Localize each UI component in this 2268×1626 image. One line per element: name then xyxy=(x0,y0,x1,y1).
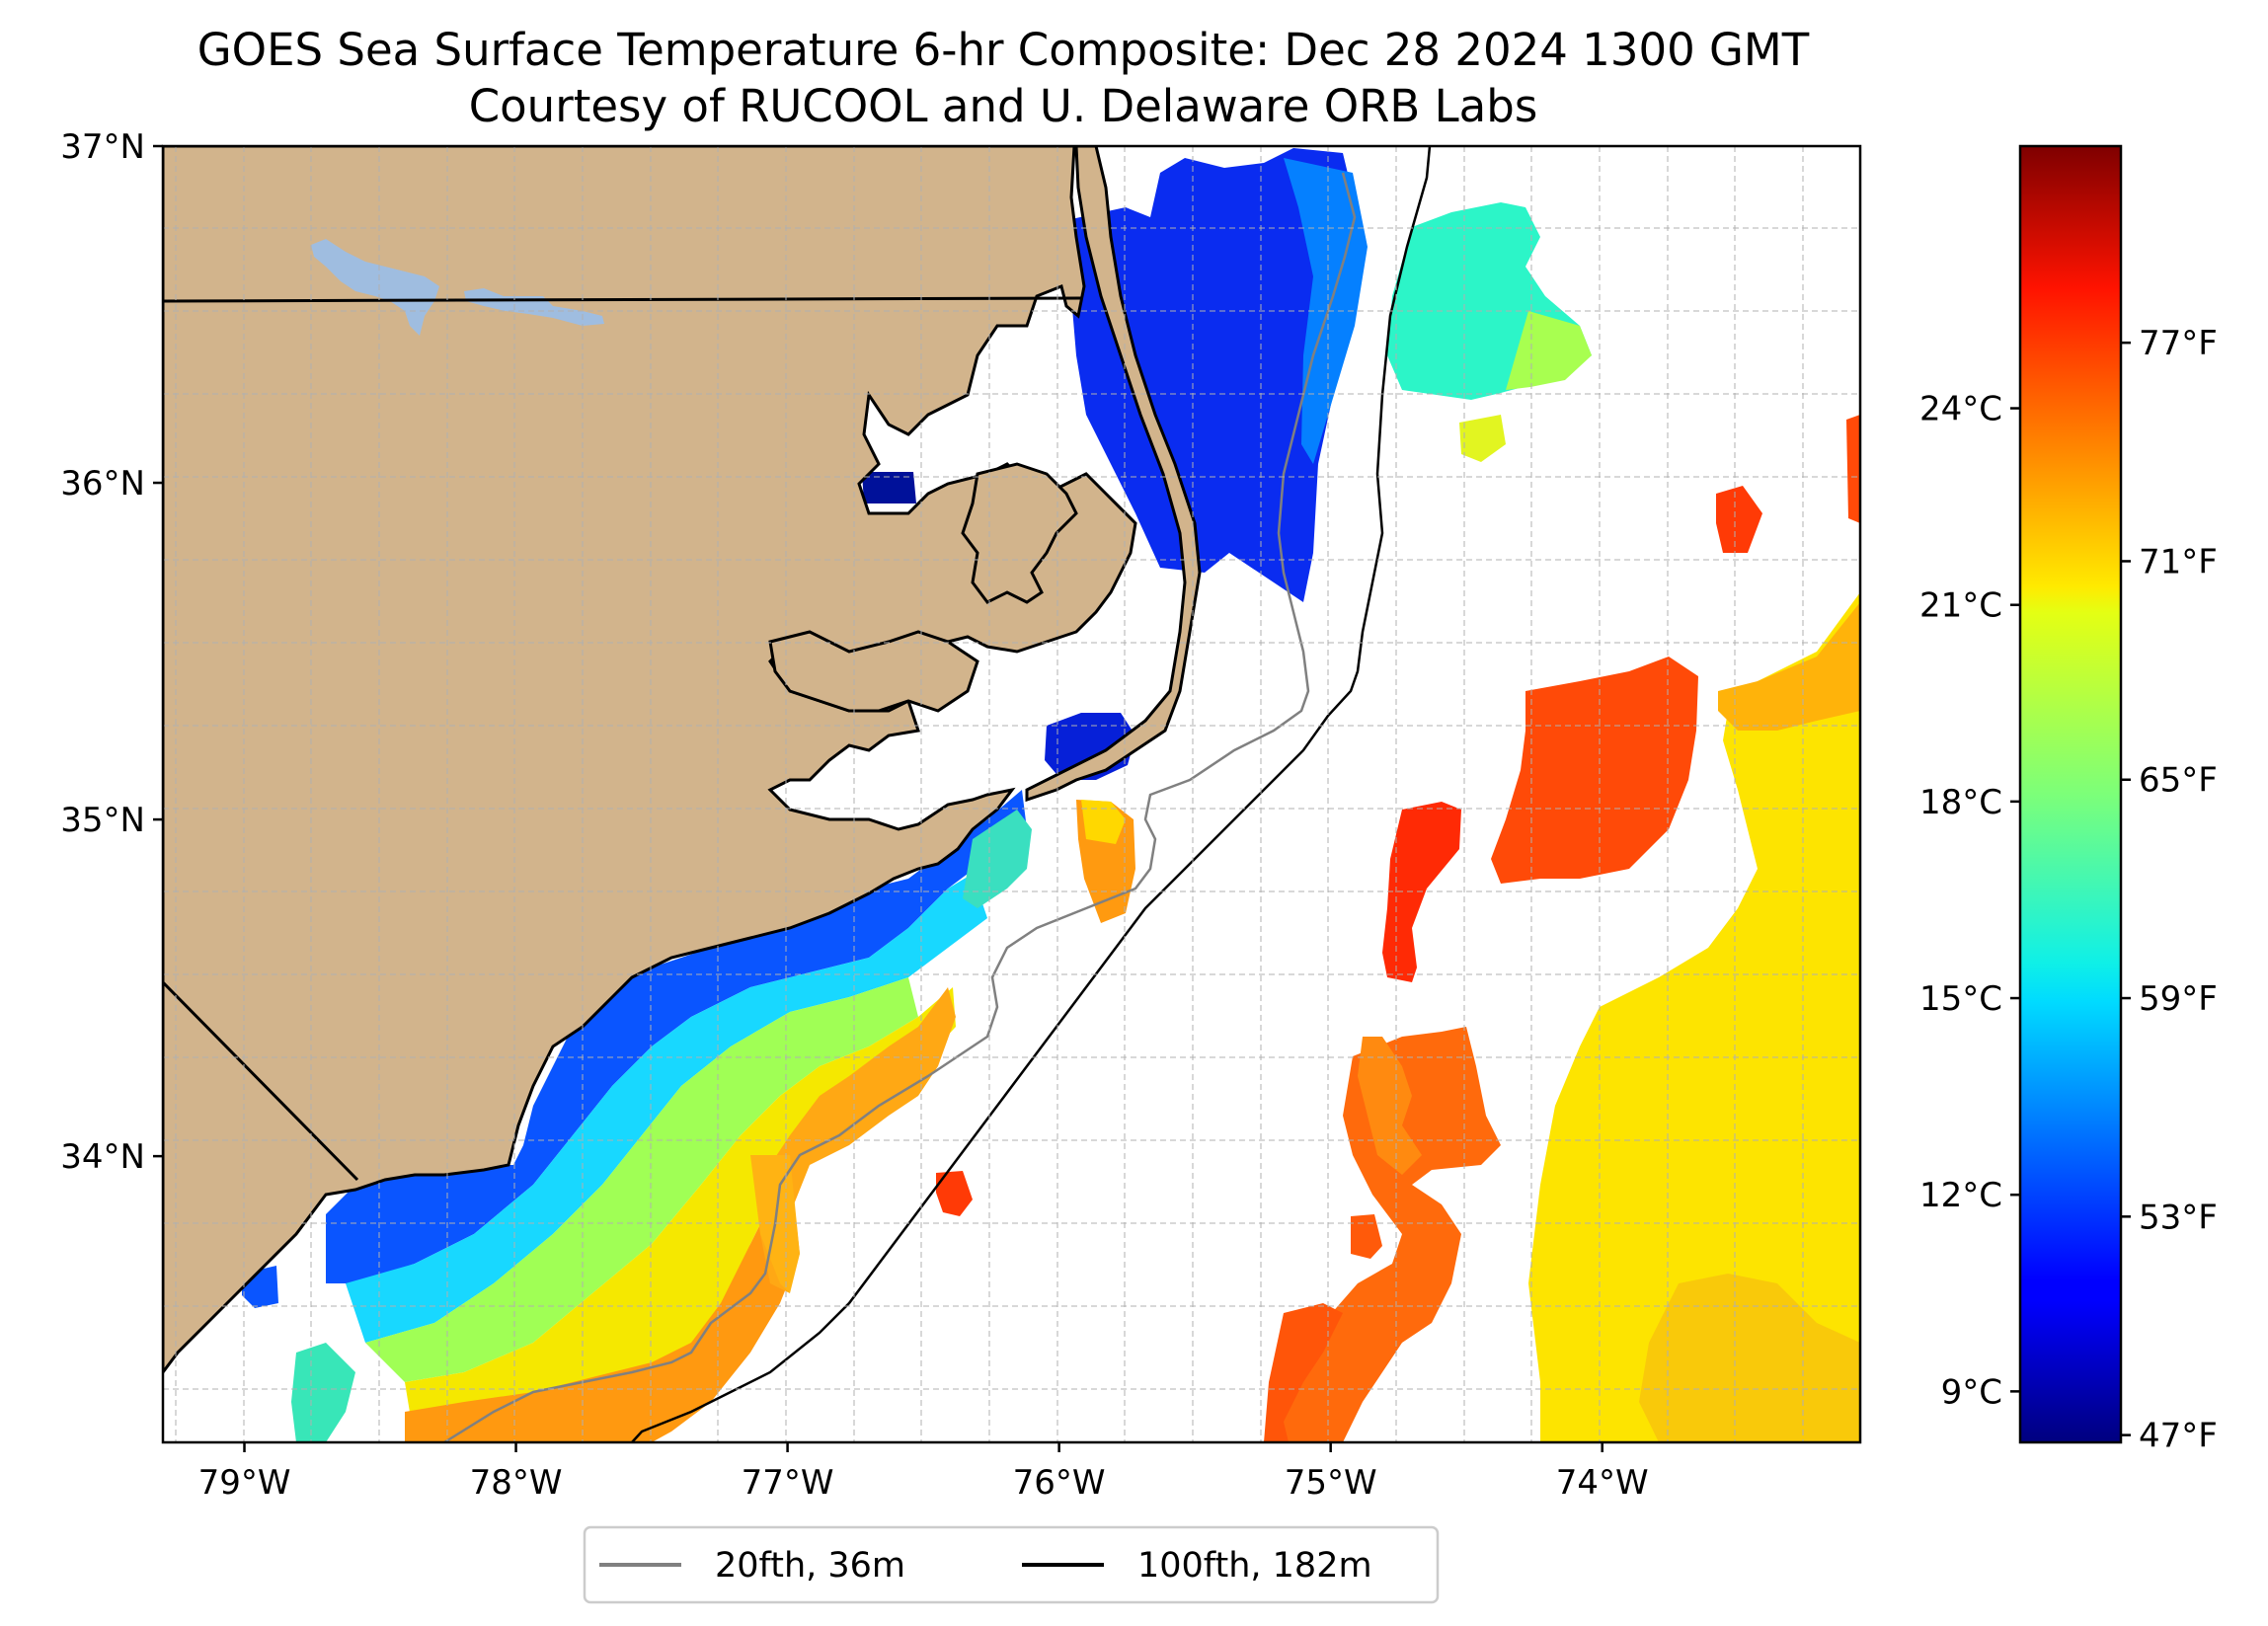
colorbar-fahrenheit-axis: 77°F 71°F 65°F 59°F 53°F 47°F xyxy=(2121,324,2218,1456)
colorbar-fahrenheit-tick-label: 47°F xyxy=(2139,1417,2218,1456)
sst-patch-onslow-cyan xyxy=(346,874,987,1343)
legend-label-20fth: 20fth, 36m xyxy=(715,1546,905,1586)
sst-patch-onslow-green xyxy=(365,977,918,1382)
land xyxy=(163,146,1202,1375)
sst-patch-sound xyxy=(862,472,916,503)
isobaths xyxy=(443,146,1432,1442)
sst-patch-orange-channel xyxy=(1358,1037,1422,1175)
colorbar-celsius-tick-label: 24°C xyxy=(1919,390,2002,429)
lake-kerr xyxy=(311,239,439,336)
map xyxy=(163,146,1860,1442)
sst-patch-shelf-orange xyxy=(760,987,956,1293)
colorbar-fahrenheit-tick-label: 71°F xyxy=(2139,542,2218,581)
land-pamlico-peninsula xyxy=(768,630,979,713)
colorbar-celsius-axis: 24°C 21°C 18°C 15°C 12°C 9°C xyxy=(1919,390,2020,1412)
sst-patch-red-block xyxy=(1491,657,1698,884)
sst-patch-yellow-stream xyxy=(1528,582,1860,1442)
sst-patch-orange-swirl-2 xyxy=(1264,1303,1343,1442)
colorbar-gradient xyxy=(2018,144,2123,1444)
sst-patch-yellow-south xyxy=(1639,1274,1860,1442)
colorbar-celsius-tick-label: 9°C xyxy=(1941,1372,2002,1412)
legend-box xyxy=(583,1525,1440,1604)
lat-tick-label: 35°N xyxy=(60,801,145,840)
legend: 20fth, 36m 100fth, 182m xyxy=(583,1525,1440,1604)
map-frame xyxy=(161,144,1862,1444)
sst-patch-onslow-blue xyxy=(326,790,1027,1283)
colorbar-fahrenheit-tick-label: 77°F xyxy=(2139,324,2218,363)
lon-tick-label: 77°W xyxy=(742,1463,834,1503)
colorbar-celsius-tick-label: 18°C xyxy=(1919,783,2002,822)
state-line-va-nc xyxy=(163,296,1082,303)
lat-tick-label: 37°N xyxy=(60,127,145,167)
isobath-20fth xyxy=(443,172,1357,1442)
isobath-100fth xyxy=(631,146,1432,1442)
sst-patch-ne-green xyxy=(1506,311,1592,390)
lon-tick-label: 78°W xyxy=(470,1463,563,1503)
lon-tick-label: 76°W xyxy=(1013,1463,1106,1503)
land-outer-banks xyxy=(1025,146,1202,803)
title-line-1: GOES Sea Surface Temperature 6-hr Compos… xyxy=(197,24,1810,76)
sst-patch-hatteras-shelf-green xyxy=(1081,800,1126,844)
sst-patch-red-east xyxy=(1716,486,1762,553)
sst-patch-red-spot xyxy=(936,1171,973,1216)
sst-field xyxy=(242,148,1860,1442)
lat-tick-label: 34°N xyxy=(60,1137,145,1177)
lon-tick-label: 75°W xyxy=(1285,1463,1377,1503)
latitude-axis: 37°N 36°N 35°N 34°N xyxy=(60,127,163,1177)
sst-patch-red-edge xyxy=(1846,415,1860,523)
colorbar-celsius-tick-label: 12°C xyxy=(1919,1176,2002,1215)
colorbar-fahrenheit-tick-label: 59°F xyxy=(2139,979,2218,1019)
colorbar-celsius-tick-label: 21°C xyxy=(1919,586,2002,626)
sst-patch-yellow-stream-north xyxy=(1718,602,1860,731)
colorbar-celsius-tick-label: 15°C xyxy=(1919,979,2002,1019)
land-roanoke-peninsula xyxy=(961,462,1078,604)
sst-patch-cape-lookout xyxy=(963,810,1032,908)
lon-tick-label: 79°W xyxy=(198,1463,291,1503)
colorbar: 24°C 21°C 18°C 15°C 12°C 9°C 77°F 71°F 65°F 59°F… xyxy=(1919,144,2218,1456)
lake-gaston xyxy=(464,288,604,326)
sst-patch-onslow-orange xyxy=(405,1165,800,1442)
lon-tick-label: 74°W xyxy=(1556,1463,1649,1503)
sst-patch-ne-yellow xyxy=(1459,415,1506,462)
sst-patch-outer-banks xyxy=(1071,148,1361,602)
colorbar-fahrenheit-tick-label: 65°F xyxy=(2139,761,2218,801)
sst-patch-sw-cyan xyxy=(291,1343,355,1442)
longitude-axis: 79°W 78°W 77°W 76°W 75°W 74°W xyxy=(198,1442,1649,1503)
sst-patch-orange-spot xyxy=(1351,1214,1382,1259)
lat-tick-label: 36°N xyxy=(60,464,145,503)
gridlines xyxy=(163,146,1860,1442)
state-line-nc-sc xyxy=(163,980,359,1182)
title-line-2: Courtesy of RUCOOL and U. Delaware ORB L… xyxy=(469,80,1538,132)
colorbar-fahrenheit-tick-label: 53°F xyxy=(2139,1198,2218,1237)
legend-label-100fth: 100fth, 182m xyxy=(1137,1546,1372,1586)
